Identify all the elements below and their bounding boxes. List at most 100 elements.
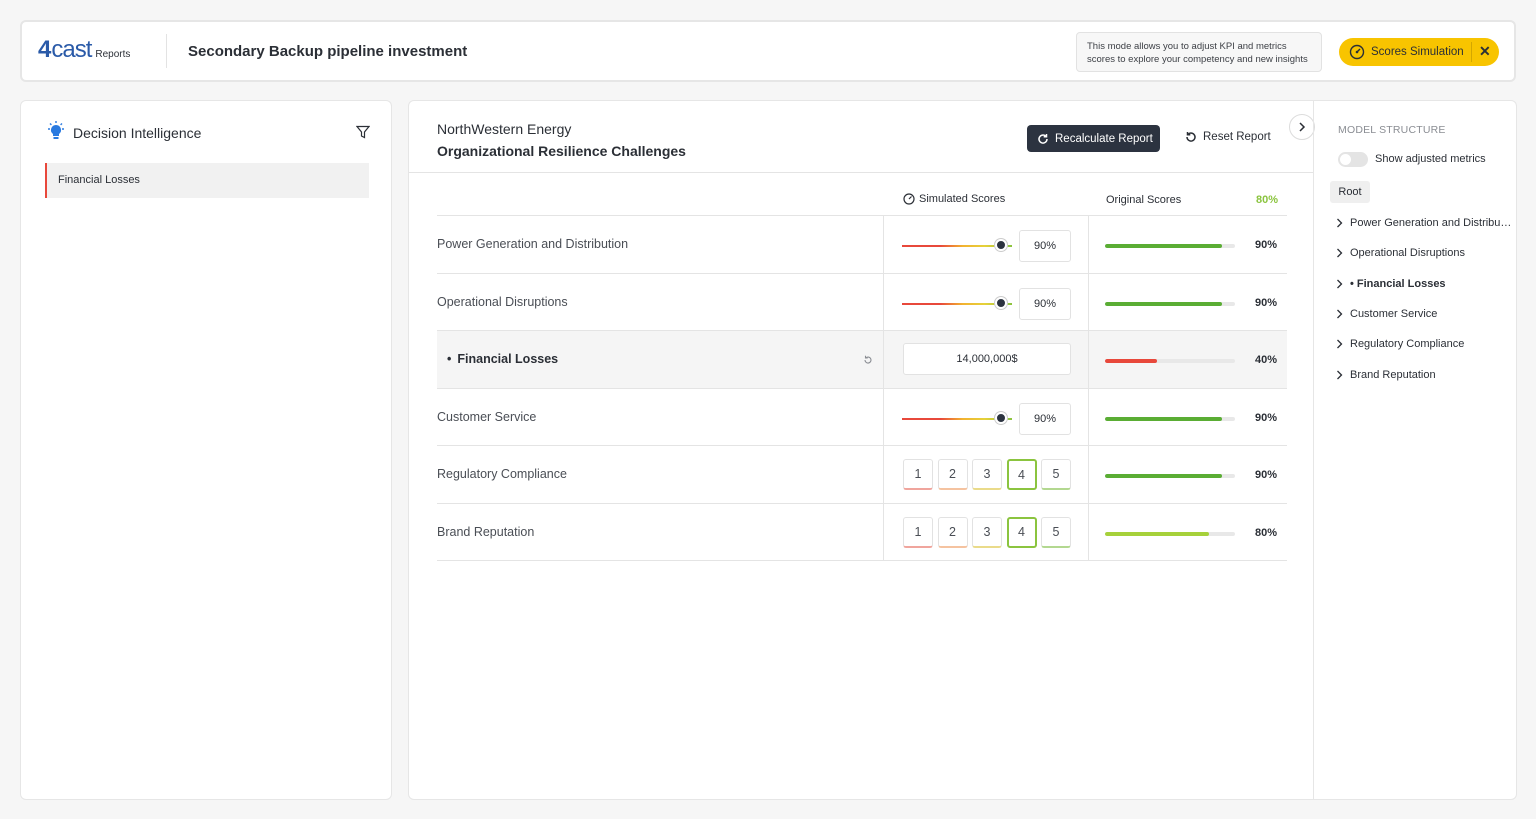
root-chip[interactable]: Root [1330,181,1370,203]
rating-option-3[interactable]: 3 [972,459,1002,490]
rating-option-5[interactable]: 5 [1041,516,1071,548]
slider-track [902,417,1012,420]
original-score-pct: 90% [1255,296,1278,309]
tree-item[interactable]: Operational Disruptions [1336,247,1512,259]
table-row: Regulatory Compliance 1 2 3 4 5 90% [437,446,1287,504]
score-value-input[interactable]: 90% [1019,230,1071,262]
reset-icon [1186,132,1196,142]
rating-option-2[interactable]: 2 [937,516,968,548]
original-score-fill [1105,244,1222,248]
table-row: Power Generation and Distribution 90% 90% [437,216,1287,274]
rating-option-1[interactable]: 1 [903,516,933,548]
logo-word: cast [51,36,92,63]
tree-item[interactable]: Regulatory Compliance [1336,338,1512,350]
chevron-right-icon[interactable] [1336,309,1343,319]
slider-track [902,245,1012,247]
show-adjusted-toggle[interactable] [1338,152,1368,167]
original-score-fill [1105,301,1222,306]
panel-title: Decision Intelligence [73,125,202,141]
score-slider[interactable] [902,296,1012,309]
scores-simulation-button[interactable]: Scores Simulation ✕ [1339,38,1499,66]
rating-option-2[interactable]: 2 [937,459,968,490]
decision-intelligence-panel: Decision Intelligence Financial Losses [20,100,392,800]
tree-item[interactable]: Power Generation and Distribu… [1336,217,1512,229]
col-simulated-label: Simulated Scores [919,193,1006,205]
table-row: Customer Service 90% 90% [437,388,1287,446]
logo-mark: 4 [38,36,52,63]
tree-item[interactable]: • Financial Losses [1336,278,1512,290]
logo-sub: Reports [95,49,131,60]
scores-simulation-label: Scores Simulation [1371,46,1464,58]
original-score-pct: 90% [1255,469,1278,481]
rating-option-3[interactable]: 3 [972,516,1002,548]
original-score-fill [1105,531,1209,536]
page-title: Secondary Backup pipeline investment [188,43,468,60]
column-divider [1088,503,1089,560]
column-divider [883,503,884,560]
sidebar-item-financial-losses[interactable]: Financial Losses [45,163,369,198]
column-divider [1088,446,1089,503]
slider-handle[interactable] [995,411,1007,424]
column-divider [883,331,884,388]
collapse-structure-button[interactable] [1289,114,1315,140]
column-divider [883,446,884,503]
rating-option-1[interactable]: 1 [903,459,933,490]
chevron-right-icon[interactable] [1336,248,1343,258]
tree-item-label: Power Generation and Distribu… [1350,217,1512,229]
rating-option-5[interactable]: 5 [1041,459,1071,490]
score-slider[interactable] [902,239,1012,251]
chevron-right-icon [1299,122,1306,132]
report-title: Organizational Resilience Challenges [437,143,686,159]
original-score-bar [1105,244,1235,248]
model-structure-title: MODEL STRUCTURE [1338,124,1446,136]
recalculate-report-button[interactable]: Recalculate Report [1027,125,1160,152]
slider-handle[interactable] [995,296,1007,309]
original-score-bar [1105,416,1235,421]
original-score-fill [1105,416,1222,421]
header-divider [409,172,1313,173]
tree-item[interactable]: Brand Reputation [1336,369,1512,381]
original-score-pct: 40% [1255,354,1278,366]
tree-item-label: • Financial Losses [1350,277,1446,290]
column-divider [1088,273,1089,330]
reset-report-label: Reset Report [1203,131,1271,143]
chevron-right-icon[interactable] [1336,370,1343,380]
score-value-input[interactable]: 90% [1019,287,1071,320]
chevron-right-icon[interactable] [1336,339,1343,349]
report-panel: NorthWestern Energy Organizational Resil… [408,100,1517,800]
org-name: NorthWestern Energy [437,121,572,137]
original-score-fill [1105,474,1222,478]
column-divider [883,216,884,273]
undo-icon[interactable] [863,355,873,365]
rating-option-4[interactable]: 4 [1006,516,1037,548]
original-score-bar [1105,301,1235,306]
close-icon[interactable]: ✕ [1479,43,1491,59]
tree-item-label: Regulatory Compliance [1350,338,1465,351]
tree-item-label: Operational Disruptions [1350,247,1465,260]
chevron-right-icon[interactable] [1336,279,1343,289]
score-slider[interactable] [902,411,1012,424]
original-score-pct: 90% [1255,411,1278,424]
row-label: Financial Losses [447,352,558,366]
money-value-input[interactable]: 14,000,000$ [903,343,1071,375]
rating-option-4[interactable]: 4 [1006,459,1037,490]
metrics-table: Power Generation and Distribution 90% 90% O… [437,215,1287,561]
chevron-right-icon[interactable] [1336,218,1343,228]
gauge-icon [1349,44,1365,60]
gauge-icon [903,193,915,205]
app-logo[interactable]: 4 cast Reports [38,36,131,63]
app-header: 4 cast Reports Secondary Backup pipeline… [20,20,1516,82]
score-value-input[interactable]: 90% [1019,402,1071,435]
recalculate-report-label: Recalculate Report [1055,132,1153,145]
slider-handle[interactable] [995,239,1007,251]
row-label: Brand Reputation [437,524,535,539]
model-structure-panel: MODEL STRUCTURE Show adjusted metrics Ro… [1313,101,1517,799]
tree-item-label: Customer Service [1350,307,1438,320]
reset-report-button[interactable]: Reset Report [1185,131,1271,143]
row-label: Regulatory Compliance [437,467,567,481]
filter-icon[interactable] [356,125,370,139]
col-simulated-scores: Simulated Scores [903,193,1005,205]
row-label: Operational Disruptions [437,294,568,309]
tree-item[interactable]: Customer Service [1336,308,1512,320]
